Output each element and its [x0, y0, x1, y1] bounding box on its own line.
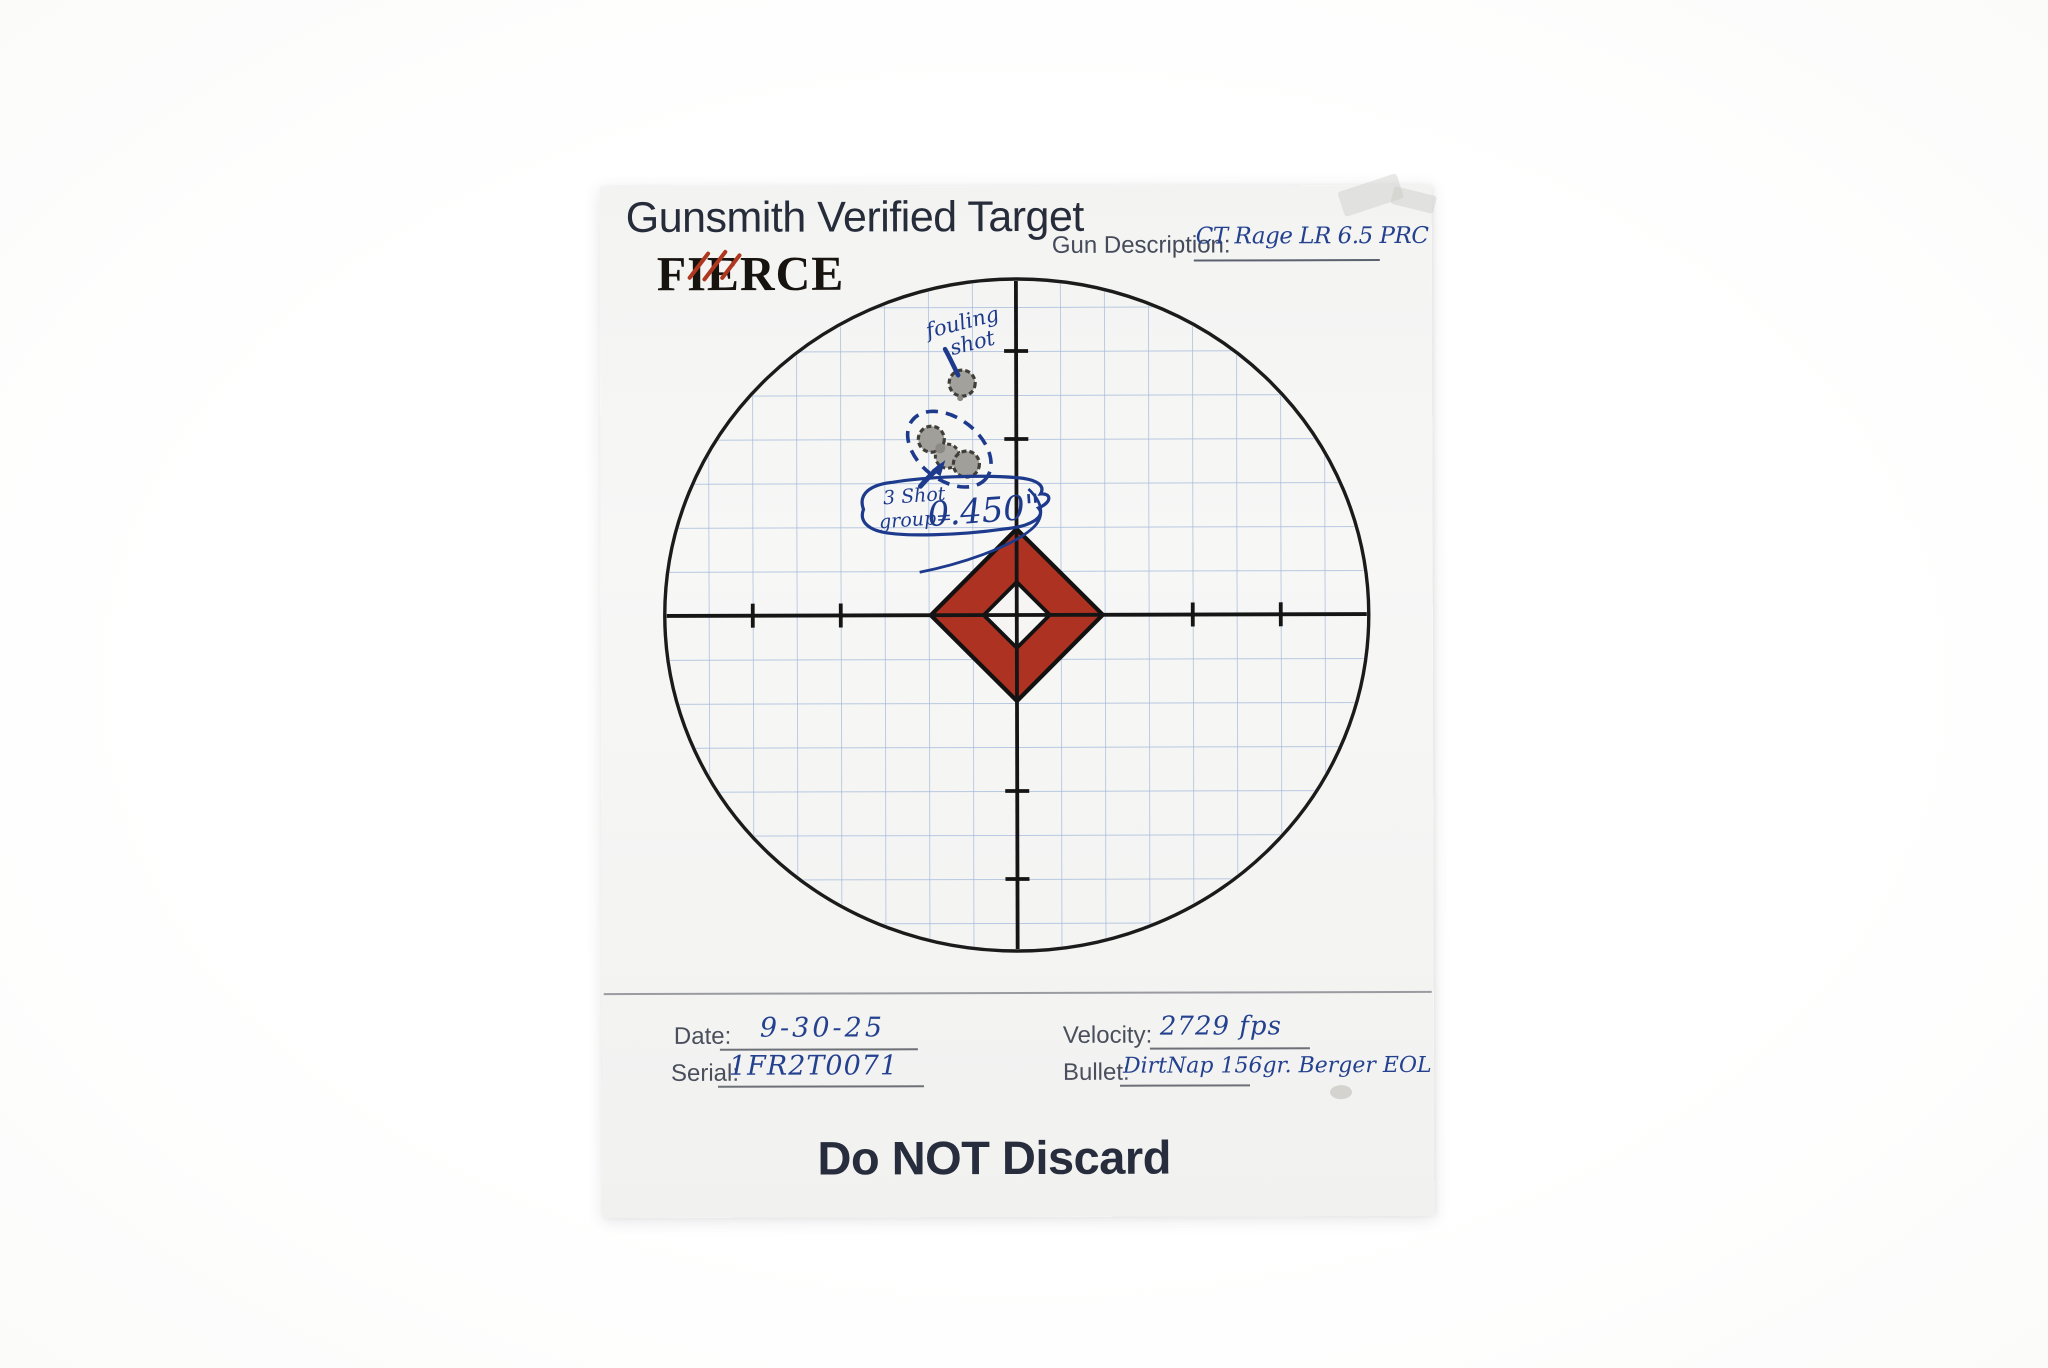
- target-sheet: Gunsmith Verified Target Gun Description…: [599, 173, 1438, 1219]
- do-not-discard-text: Do NOT Discard: [817, 1130, 1171, 1185]
- group-arrowhead: [931, 460, 946, 477]
- bullet-hole-fouling: [947, 368, 977, 402]
- bullet-label: Bullet:: [1062, 1058, 1130, 1086]
- target-graphic: fouling shot 3 Shot group= 0.450": [663, 277, 1371, 953]
- date-label: Date:: [673, 1022, 732, 1050]
- group-label-line1: 3 Shot: [882, 483, 946, 509]
- velocity-value: 2729 fps: [1159, 1011, 1282, 1042]
- serial-value: 1FR2T0071: [728, 1050, 899, 1082]
- fouling-arrow: [942, 346, 961, 378]
- group-size-value: 0.450": [926, 487, 1042, 535]
- date-value: 9-30-25: [759, 1012, 886, 1044]
- bullet-value: DirtNap 156gr. Berger EOL: [1122, 1052, 1432, 1079]
- crosshair-ticks: [750, 349, 1283, 881]
- bullet-hole-group: [916, 424, 981, 479]
- group-size-bubble-tail: [919, 487, 1043, 574]
- velocity-underline: [1149, 1047, 1310, 1050]
- group-size-bubble: [860, 474, 1051, 537]
- group-label-line2: group=: [878, 506, 952, 533]
- crosshair-vertical: [1013, 280, 1020, 950]
- velocity-label: Velocity:: [1062, 1021, 1153, 1049]
- bullet-underline: [1120, 1084, 1251, 1087]
- target-circle: [663, 277, 1371, 953]
